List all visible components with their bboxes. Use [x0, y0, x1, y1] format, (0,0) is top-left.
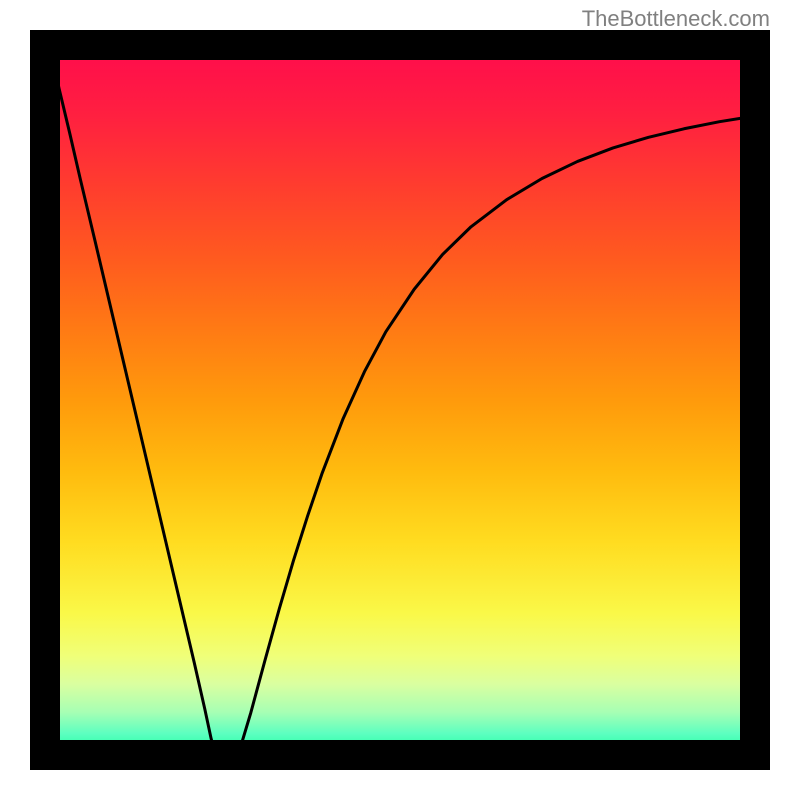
plot-background: [45, 45, 755, 755]
bottleneck-chart: [0, 0, 800, 800]
chart-container: TheBottleneck.com: [0, 0, 800, 800]
watermark-text: TheBottleneck.com: [582, 6, 770, 32]
